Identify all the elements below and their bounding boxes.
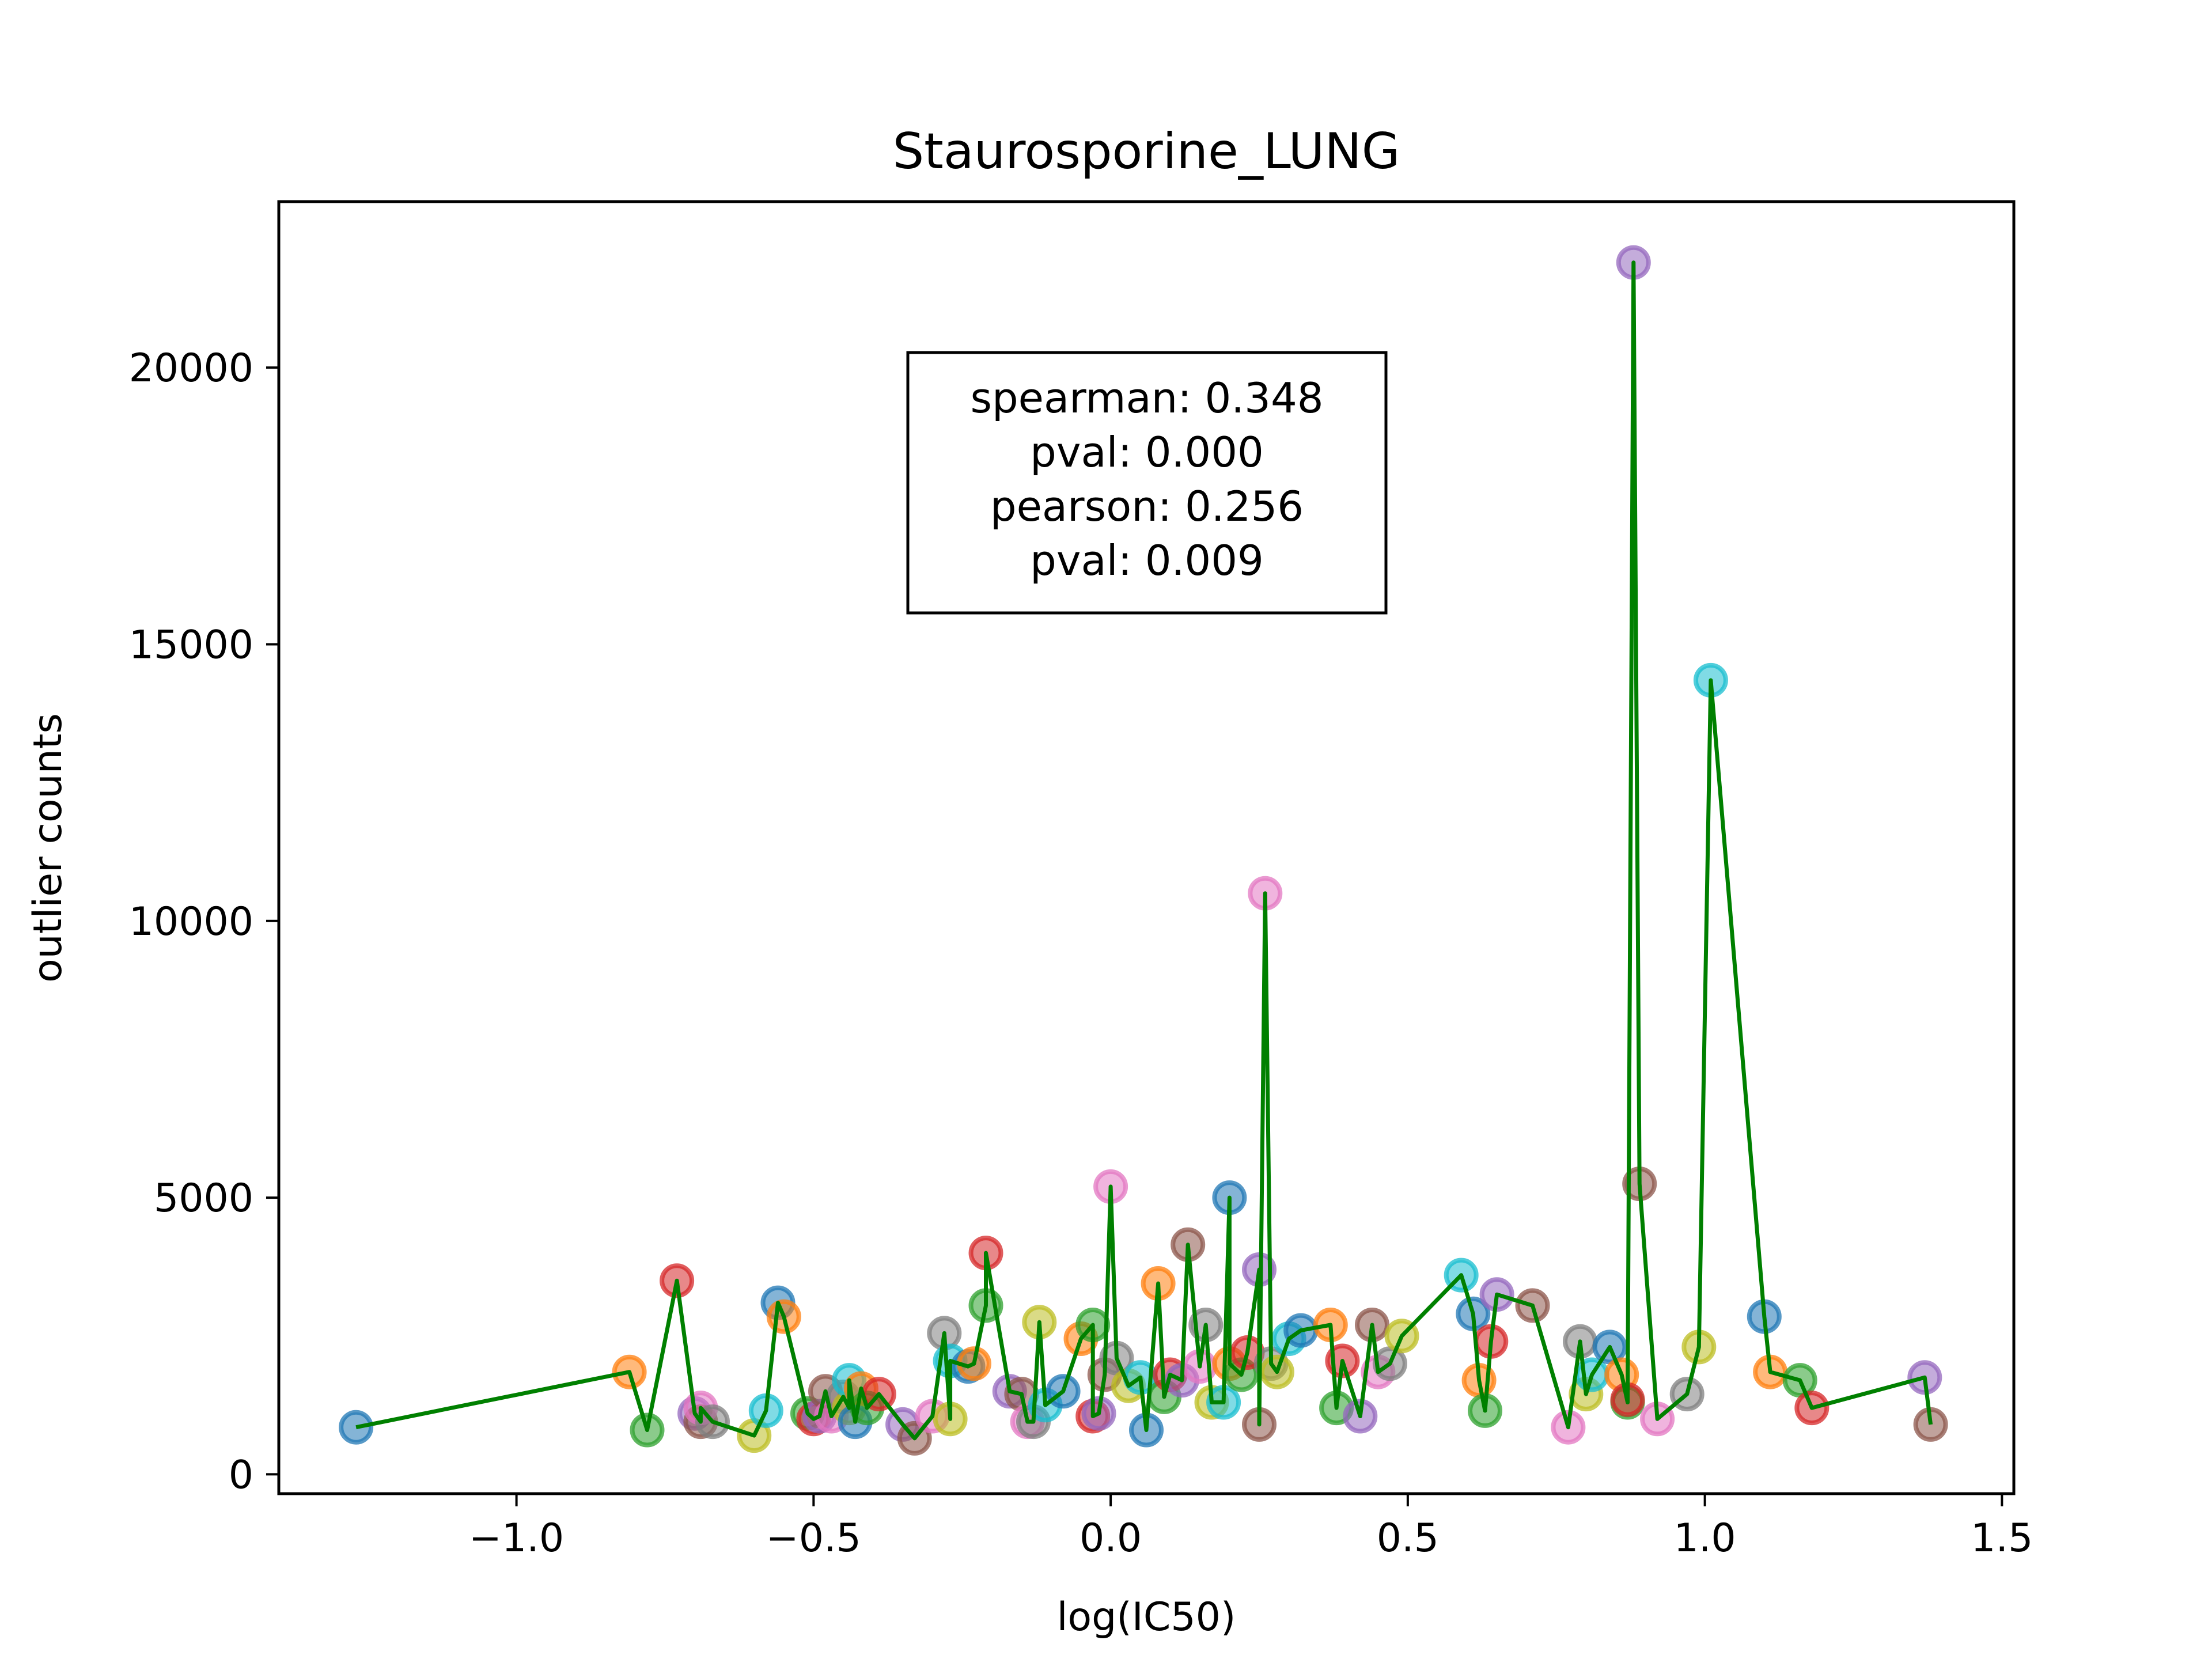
x-tick-label: 1.0 [1674,1516,1736,1561]
x-tick-label: 0.0 [1080,1516,1142,1561]
y-tick-label: 15000 [129,622,253,668]
x-axis-label: log(IC50) [1057,1594,1236,1640]
plot-frame [277,200,2016,1495]
x-tick-label: 1.5 [1971,1516,2033,1561]
y-axis-label: outlier counts [25,713,71,983]
trend-line-layer [355,260,1933,1441]
y-tick-label: 10000 [129,899,253,945]
stats-spearman: spearman: 0.348 [970,374,1323,422]
y-tick-label: 20000 [129,346,253,391]
x-tick-label: −0.5 [766,1516,861,1561]
stats-pearson: pearson: 0.256 [990,482,1304,531]
y-tick-label: 0 [229,1452,253,1498]
stats-pearson-pval: pval: 0.009 [1030,536,1264,585]
x-axis: −1.0 −0.5 0.0 0.5 1.0 1.5 [469,1494,2033,1561]
chart-title: Staurosporine_LUNG [893,123,1400,180]
stats-spearman-pval: pval: 0.000 [1030,428,1264,476]
y-tick-label: 5000 [154,1176,253,1221]
x-tick-label: 0.5 [1377,1516,1439,1561]
x-tick-label: −1.0 [469,1516,564,1561]
stats-annotation-box: spearman: 0.348 pval: 0.000 pearson: 0.2… [906,351,1388,615]
y-axis: 0 5000 10000 15000 20000 [129,346,279,1498]
series-line [355,260,1933,1441]
stats-box-frame [906,351,1388,615]
